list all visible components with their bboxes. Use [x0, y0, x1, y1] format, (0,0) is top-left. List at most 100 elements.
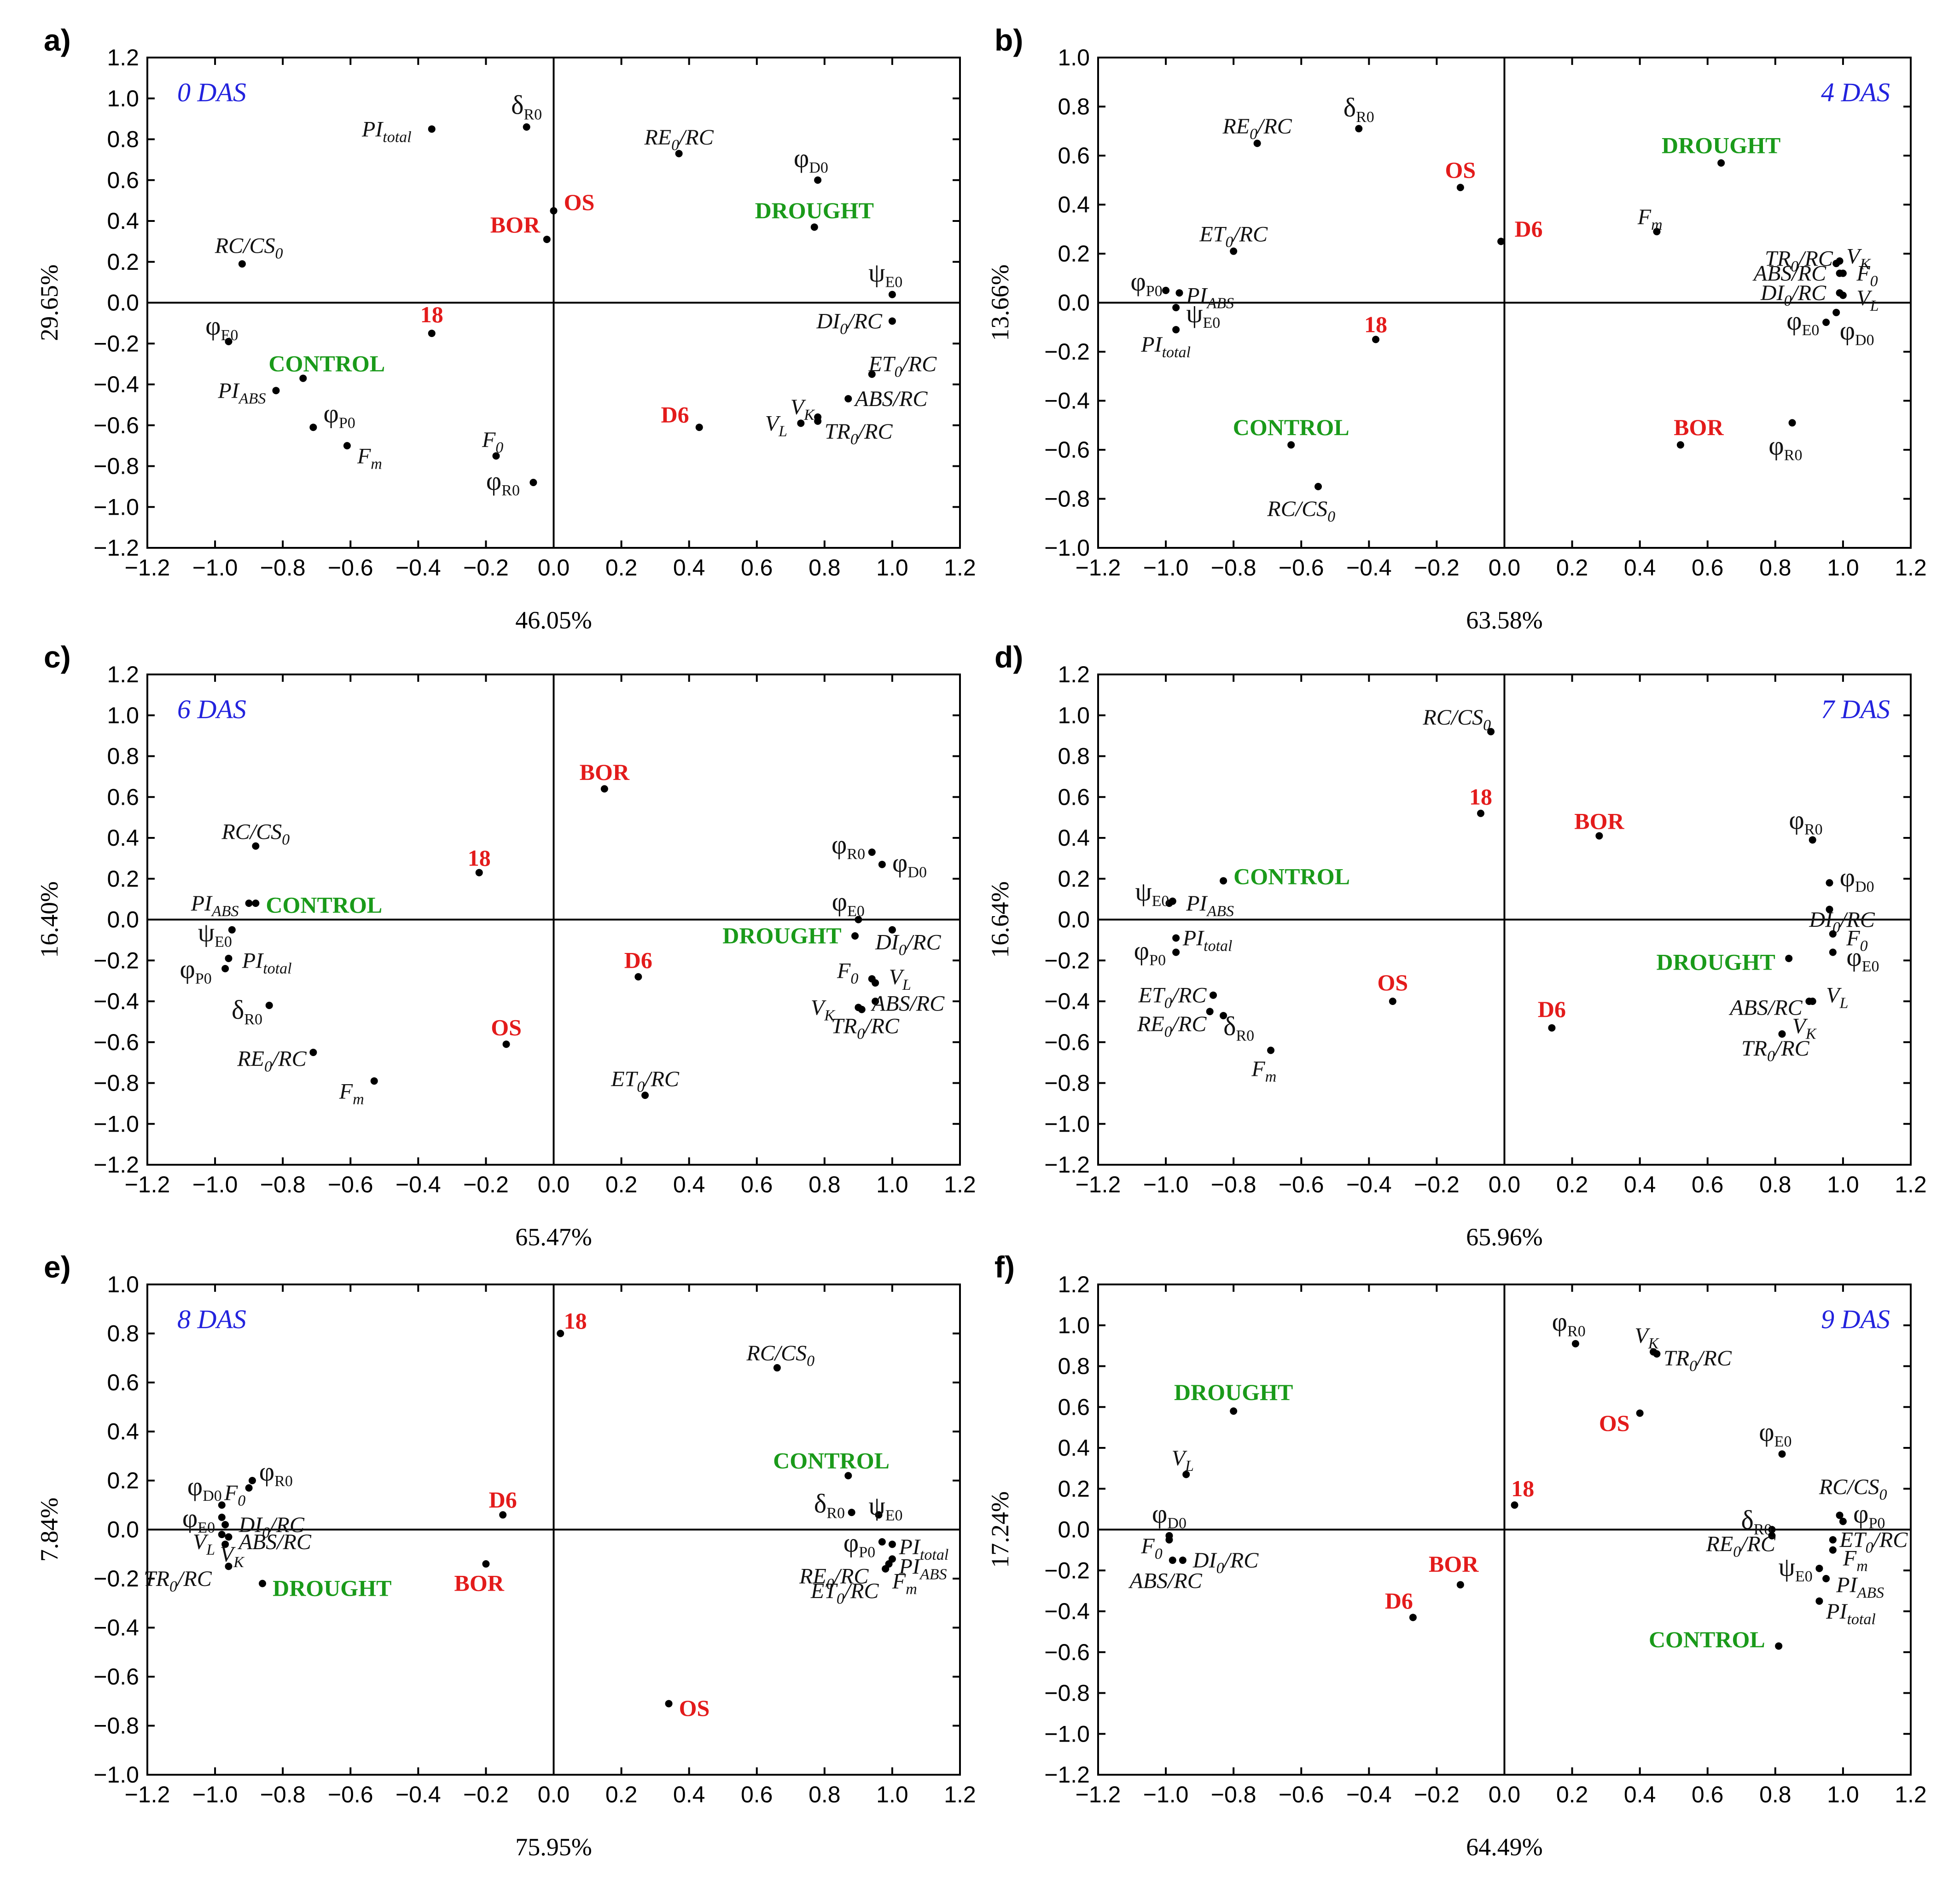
point-label-param: DI0/RC	[1192, 1548, 1259, 1577]
point-label-treatment: BOR	[490, 212, 541, 238]
point-label-param: PIABS	[218, 378, 266, 407]
x-tick-label: 1.2	[1895, 1172, 1927, 1197]
point-param	[675, 150, 683, 157]
x-tick-label: −0.8	[260, 1172, 306, 1197]
point-treatment	[1548, 1024, 1556, 1032]
point-label-treatment: BOR	[1574, 808, 1624, 834]
point-param	[1169, 897, 1176, 905]
point-label-treatment: BOR	[1674, 414, 1724, 440]
panel-tag: f)	[995, 1250, 1015, 1284]
panel-a: −1.2 −1.0 −0.8 −0.6 −0.4 −0.2 0.0 0.2 0.4 0.6 0.8 1…	[35, 23, 976, 634]
y-tick-label: −0.6	[93, 1029, 139, 1055]
point-label-param: φR0	[1552, 1307, 1586, 1340]
point-param	[248, 1477, 256, 1484]
y-axis-label: 13.66%	[986, 264, 1014, 341]
y-tick-label: 0.6	[107, 1370, 139, 1395]
x-tick-label: 0.8	[1759, 555, 1791, 581]
y-tick-label: −0.6	[1044, 1029, 1090, 1055]
y-tick-label: −0.8	[93, 1070, 139, 1096]
point-param	[872, 979, 879, 987]
x-tick-label: 0.2	[605, 555, 638, 581]
y-tick-label: 0.4	[1058, 825, 1090, 851]
point-label-treatment: OS	[1445, 157, 1476, 183]
y-tick-label: 1.2	[107, 662, 139, 687]
point-label-param: PIABS	[899, 1554, 947, 1583]
point-label-group: CONTROL	[1233, 414, 1349, 440]
y-tick-label: 0.0	[107, 290, 139, 316]
point-label-param: VK	[791, 395, 815, 424]
point-label-param: ψE0	[198, 918, 232, 951]
y-axis-label: 17.24%	[986, 1491, 1014, 1568]
x-tick-label: −0.4	[1346, 1782, 1392, 1807]
point-param	[225, 954, 233, 962]
point-label-param: φR0	[486, 466, 520, 499]
y-tick-label: 0.0	[1058, 290, 1090, 316]
point-param	[848, 1509, 855, 1516]
point-label-param: φD0	[187, 1471, 222, 1504]
point-param	[888, 290, 896, 298]
point-param	[1829, 1536, 1837, 1544]
point-label-param: φP0	[323, 399, 355, 432]
point-param	[1809, 998, 1816, 1005]
y-tick-label: −0.2	[93, 947, 139, 973]
x-axis-label: 65.47%	[515, 1223, 592, 1251]
point-treatment	[600, 785, 608, 793]
point-label-param: RC/CS0	[221, 820, 290, 848]
point-param	[272, 387, 280, 395]
panel-tag: e)	[44, 1250, 71, 1284]
point-label-param: ψE0	[868, 257, 902, 290]
point-param	[878, 1538, 886, 1546]
point-param	[1839, 269, 1847, 277]
point-param	[1822, 319, 1830, 326]
point-treatment	[1636, 1409, 1644, 1417]
point-label-param: φD0	[794, 143, 828, 176]
x-tick-label: 1.0	[1827, 1172, 1859, 1197]
x-tick-label: −1.2	[125, 1172, 170, 1197]
x-tick-label: −0.8	[1211, 1782, 1256, 1807]
point-label-param: ET0/RC	[810, 1579, 879, 1608]
point-param	[252, 842, 260, 850]
point-label-param: φR0	[1789, 805, 1822, 838]
y-tick-label: 0.0	[1058, 907, 1090, 933]
x-tick-label: −0.8	[260, 1782, 306, 1807]
point-label-param: DI0/RC	[875, 930, 941, 958]
point-label-param: φE0	[205, 311, 238, 344]
point-param	[855, 916, 862, 924]
y-tick-label: 1.0	[107, 1272, 139, 1297]
point-label-treatment: D6	[489, 1487, 517, 1513]
x-tick-label: 0.4	[1624, 555, 1656, 581]
point-param	[1826, 906, 1833, 913]
point-label-treatment: 18	[420, 302, 443, 327]
y-axis-label: 29.65%	[35, 264, 63, 341]
point-label-param: VK	[811, 995, 836, 1024]
point-param	[1571, 1340, 1579, 1348]
y-tick-label: 0.6	[107, 784, 139, 810]
point-param	[875, 1511, 883, 1519]
x-tick-label: 1.2	[944, 1172, 976, 1197]
point-label-param: PItotal	[1182, 926, 1233, 954]
point-label-treatment: OS	[679, 1695, 710, 1721]
point-label-treatment: OS	[491, 1015, 522, 1040]
x-tick-label: 1.2	[1895, 1782, 1927, 1807]
point-label-param: VK	[1634, 1324, 1659, 1352]
point-label-group: CONTROL	[773, 1447, 890, 1473]
point-param	[1778, 1030, 1786, 1038]
x-tick-label: 0.8	[808, 555, 841, 581]
x-tick-label: −0.4	[1346, 1172, 1392, 1197]
point-param	[1172, 934, 1180, 942]
point-label-param: PItotal	[361, 117, 412, 145]
point-label-param: ψE0	[1186, 298, 1220, 331]
y-tick-label: −0.6	[93, 412, 139, 438]
point-label-param: φE0	[1759, 1417, 1791, 1450]
point-param	[221, 1521, 229, 1528]
point-label-treatment: D6	[1385, 1588, 1413, 1614]
panel-d: −1.2 −1.0 −0.8 −0.6 −0.4 −0.2 0.0 0.2 0.4 0.6 0.8 1…	[986, 640, 1927, 1251]
point-label-group: CONTROL	[266, 892, 382, 918]
y-tick-label: −0.8	[93, 453, 139, 479]
point-label-treatment: BOR	[580, 759, 630, 785]
point-param	[858, 1005, 866, 1013]
point-param	[221, 965, 229, 972]
point-label-param: δR0	[232, 995, 262, 1028]
y-tick-label: 0.6	[1058, 1394, 1090, 1420]
point-treatment	[550, 207, 558, 215]
